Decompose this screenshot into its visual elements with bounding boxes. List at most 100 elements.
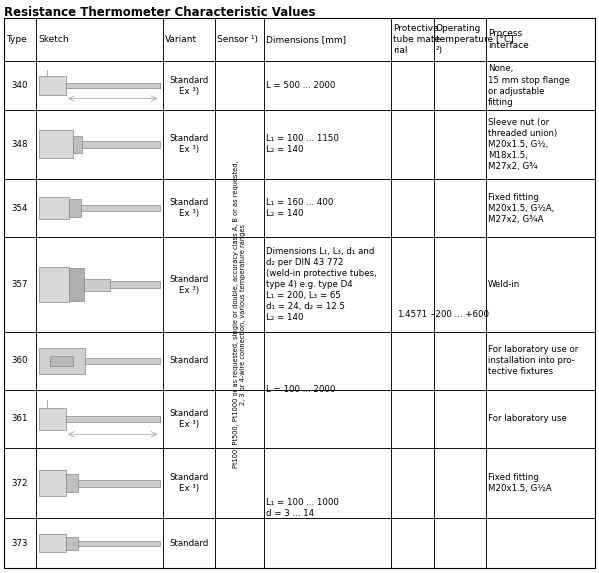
Text: Operating
temperature [°C]
²): Operating temperature [°C] ²): [435, 24, 513, 55]
Text: Sketch: Sketch: [38, 35, 68, 44]
Bar: [215, 519, 264, 568]
Bar: [486, 18, 595, 61]
Bar: [69, 199, 81, 217]
Bar: [391, 110, 434, 179]
Bar: [69, 268, 84, 301]
Bar: [163, 332, 215, 390]
Text: L₁ = 100 ... 1000
d = 3 ... 14: L₁ = 100 ... 1000 d = 3 ... 14: [266, 498, 339, 518]
Bar: [36, 390, 163, 448]
Text: L = 100 ... 2000: L = 100 ... 2000: [266, 386, 335, 394]
Bar: [65, 536, 78, 550]
Text: L₁ = 160 ... 400
L₂ = 140: L₁ = 160 ... 400 L₂ = 140: [266, 198, 334, 218]
Bar: [36, 110, 163, 179]
Bar: [391, 519, 434, 568]
Bar: [81, 205, 160, 211]
Bar: [215, 18, 264, 61]
Text: Type: Type: [6, 35, 27, 44]
Bar: [85, 358, 160, 364]
Text: Standard
Ex ³): Standard Ex ³): [170, 76, 208, 96]
Bar: [4, 390, 36, 448]
Bar: [36, 332, 163, 390]
Bar: [39, 470, 65, 496]
Bar: [486, 110, 595, 179]
Text: Sleeve nut (or
threaded union)
M20x1.5, G½,
M18x1.5,
M27x2, G¾: Sleeve nut (or threaded union) M20x1.5, …: [488, 117, 557, 171]
Bar: [84, 278, 110, 291]
Bar: [215, 332, 264, 390]
Text: 354: 354: [12, 203, 28, 213]
Text: 357: 357: [12, 280, 28, 289]
Text: 373: 373: [12, 539, 28, 548]
Bar: [39, 407, 65, 430]
Text: 361: 361: [12, 414, 28, 423]
Bar: [264, 448, 391, 519]
Bar: [486, 237, 595, 332]
Bar: [264, 237, 391, 332]
Bar: [486, 61, 595, 110]
Bar: [215, 61, 264, 110]
Bar: [434, 448, 486, 519]
Text: For laboratory use or
installation into pro-
tective fixtures: For laboratory use or installation into …: [488, 346, 578, 376]
Text: Standard
Ex ³): Standard Ex ³): [170, 198, 208, 218]
Bar: [65, 416, 160, 422]
Bar: [486, 448, 595, 519]
Bar: [391, 448, 434, 519]
Bar: [39, 197, 69, 219]
Bar: [78, 480, 160, 486]
Bar: [434, 390, 486, 448]
Bar: [4, 110, 36, 179]
Text: Sensor ¹): Sensor ¹): [217, 35, 258, 44]
Bar: [4, 61, 36, 110]
Bar: [36, 519, 163, 568]
Text: L₁ = 100 ... 1150
L₂ = 140: L₁ = 100 ... 1150 L₂ = 140: [266, 135, 339, 155]
Bar: [434, 110, 486, 179]
Text: Protective
tube mate-
rial: Protective tube mate- rial: [393, 24, 443, 55]
Bar: [264, 179, 391, 237]
Bar: [163, 110, 215, 179]
Bar: [163, 179, 215, 237]
Bar: [4, 519, 36, 568]
Bar: [163, 18, 215, 61]
Bar: [391, 390, 434, 448]
Bar: [486, 332, 595, 390]
Text: 1.4571: 1.4571: [397, 310, 428, 319]
Bar: [163, 390, 215, 448]
Bar: [39, 348, 85, 374]
Text: 348: 348: [12, 140, 28, 149]
Bar: [36, 61, 163, 110]
Bar: [391, 61, 434, 110]
Text: Variant: Variant: [165, 35, 197, 44]
Text: 372: 372: [12, 478, 28, 488]
Bar: [83, 141, 160, 148]
Bar: [391, 237, 434, 332]
Text: Standard: Standard: [170, 539, 208, 548]
Text: Fixed fitting
M20x1.5, G½A: Fixed fitting M20x1.5, G½A: [488, 473, 551, 493]
Bar: [391, 18, 434, 61]
Bar: [65, 474, 78, 492]
Bar: [50, 356, 74, 366]
Text: Process
interface: Process interface: [488, 29, 528, 50]
Text: Standard
Ex ³): Standard Ex ³): [170, 135, 208, 155]
Bar: [39, 76, 65, 95]
Bar: [4, 237, 36, 332]
Bar: [215, 110, 264, 179]
Bar: [65, 83, 160, 88]
Text: Resistance Thermometer Characteristic Values: Resistance Thermometer Characteristic Va…: [4, 6, 316, 19]
Text: 340: 340: [12, 81, 28, 90]
Bar: [434, 61, 486, 110]
Bar: [264, 390, 391, 448]
Text: Dimensions [mm]: Dimensions [mm]: [266, 35, 346, 44]
Bar: [36, 18, 163, 61]
Bar: [4, 18, 36, 61]
Text: Standard
Ex ³): Standard Ex ³): [170, 274, 208, 295]
Bar: [391, 332, 434, 390]
Bar: [4, 448, 36, 519]
Text: Fixed fitting
M20x1.5, G½A,
M27x2, G¾A: Fixed fitting M20x1.5, G½A, M27x2, G¾A: [488, 193, 554, 223]
Bar: [486, 179, 595, 237]
Bar: [215, 237, 264, 332]
Text: Dimensions L₁, L₃, d₁ and
d₂ per DIN 43 772
(weld-in protective tubes,
type 4) e: Dimensions L₁, L₃, d₁ and d₂ per DIN 43 …: [266, 247, 377, 323]
Bar: [4, 179, 36, 237]
Bar: [215, 390, 264, 448]
Bar: [486, 519, 595, 568]
Bar: [39, 534, 65, 552]
Bar: [163, 61, 215, 110]
